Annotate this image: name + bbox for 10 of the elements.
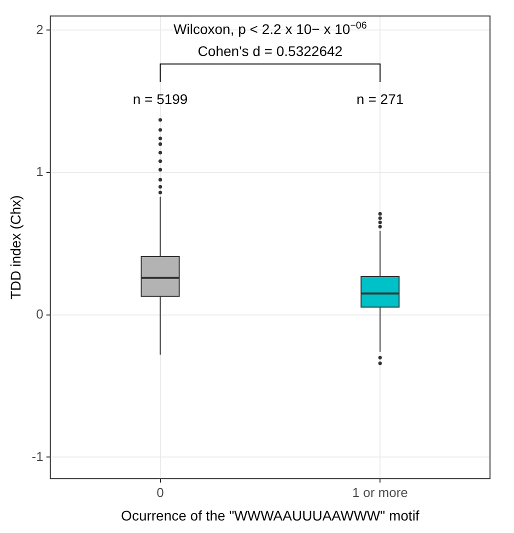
x-axis-title: Ocurrence of the "WWWAAUUUAAWWW" motif: [121, 507, 420, 524]
annotation: Cohen's d = 0.5322642: [198, 43, 343, 59]
y-axis-title: TDD index (Chx): [7, 195, 24, 300]
y-tick-label: 2: [36, 22, 44, 37]
y-tick-label: -1: [32, 448, 44, 464]
y-tick-label: 0: [36, 306, 44, 322]
annotation: n = 5199: [132, 91, 188, 107]
annotation: n = 271: [356, 91, 404, 107]
y-tick-label: 1: [36, 164, 44, 180]
x-tick-label: 1 or more: [352, 484, 408, 500]
